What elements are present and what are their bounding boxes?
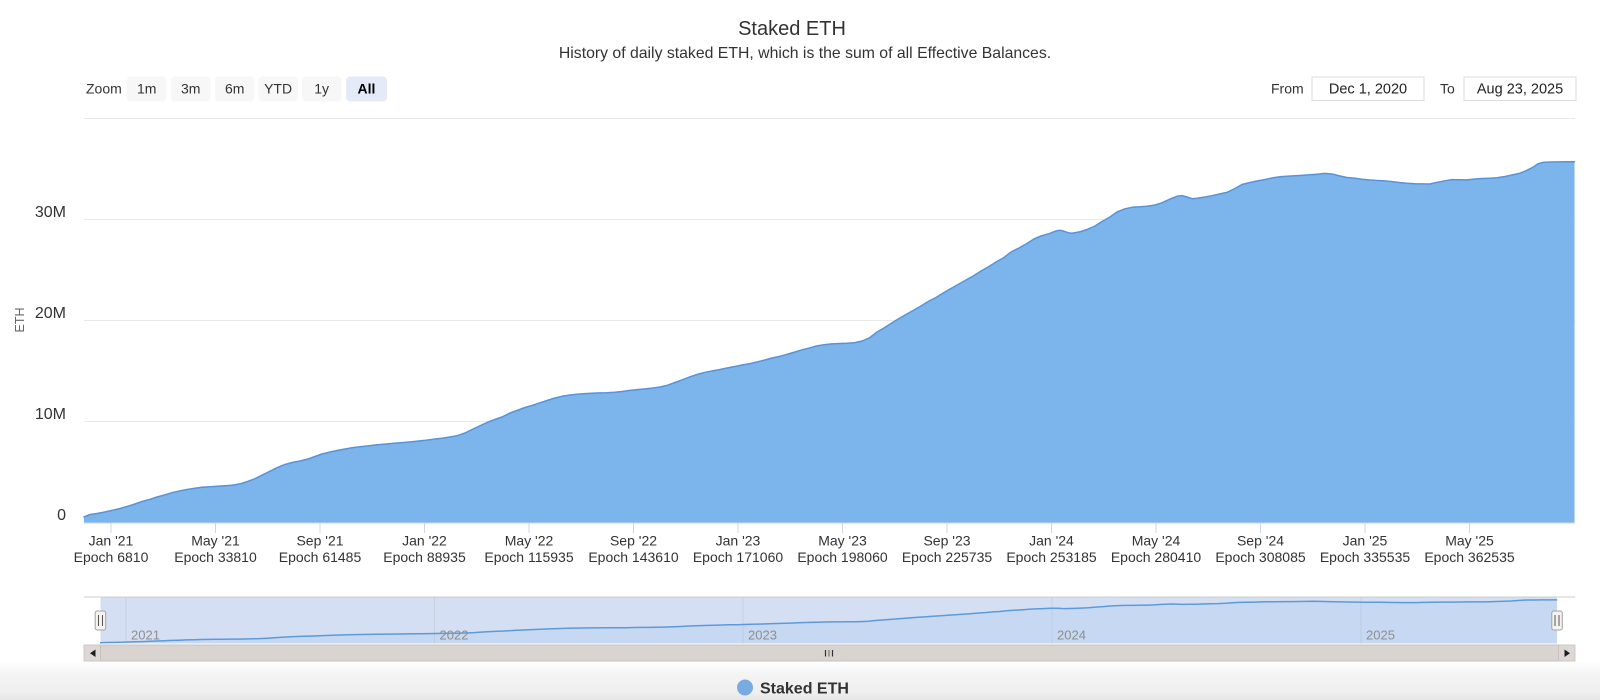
svg-text:Staked ETH: Staked ETH [738,18,846,40]
svg-text:Sep '23: Sep '23 [923,533,970,549]
svg-text:10M: 10M [35,406,66,423]
svg-text:To: To [1440,81,1455,97]
svg-text:Aug 23, 2025: Aug 23, 2025 [1477,82,1563,98]
svg-text:2025: 2025 [1366,628,1395,643]
svg-text:May '23: May '23 [818,533,867,549]
svg-text:Epoch 253185: Epoch 253185 [1006,549,1097,565]
svg-text:History of daily staked ETH, w: History of daily staked ETH, which is th… [559,45,1051,62]
svg-text:Epoch 308085: Epoch 308085 [1215,549,1306,565]
svg-text:May '25: May '25 [1445,533,1494,549]
svg-text:ETH: ETH [13,308,27,333]
svg-text:3m: 3m [181,81,200,97]
svg-text:Epoch 88935: Epoch 88935 [383,549,466,565]
svg-text:2023: 2023 [748,628,777,643]
svg-text:30M: 30M [35,204,66,221]
svg-text:Jan '24: Jan '24 [1029,533,1074,549]
svg-text:Jan '21: Jan '21 [89,533,134,549]
svg-text:May '24: May '24 [1132,533,1181,549]
svg-text:Sep '22: Sep '22 [610,533,657,549]
svg-text:2022: 2022 [440,628,469,643]
svg-text:Epoch 115935: Epoch 115935 [484,549,573,565]
svg-text:Epoch 198060: Epoch 198060 [797,549,888,565]
svg-text:Epoch 171060: Epoch 171060 [693,549,784,565]
svg-text:Jan '23: Jan '23 [716,533,761,549]
svg-text:1m: 1m [137,81,156,97]
svg-text:Jan '22: Jan '22 [402,533,447,549]
svg-text:Epoch 362535: Epoch 362535 [1424,549,1515,565]
svg-text:Dec 1, 2020: Dec 1, 2020 [1329,82,1407,98]
svg-text:2021: 2021 [131,628,160,643]
svg-text:Epoch 6810: Epoch 6810 [74,549,149,565]
svg-text:Jan '25: Jan '25 [1343,533,1388,549]
svg-text:Epoch 61485: Epoch 61485 [279,549,362,565]
svg-text:Zoom: Zoom [86,81,122,97]
svg-text:6m: 6m [225,81,244,97]
svg-text:Epoch 335535: Epoch 335535 [1320,549,1411,565]
svg-text:Epoch 225735: Epoch 225735 [902,549,993,565]
svg-text:2024: 2024 [1057,628,1086,643]
svg-text:Epoch 280410: Epoch 280410 [1111,549,1202,565]
svg-text:All: All [358,81,376,97]
svg-text:Staked ETH: Staked ETH [760,680,849,697]
svg-text:0: 0 [57,507,66,524]
svg-text:From: From [1271,81,1304,97]
svg-text:20M: 20M [35,305,66,322]
svg-text:May '21: May '21 [191,533,240,549]
svg-text:Epoch 33810: Epoch 33810 [174,549,257,565]
svg-text:Epoch 143610: Epoch 143610 [588,549,679,565]
svg-text:YTD: YTD [264,81,292,97]
svg-text:1y: 1y [314,81,329,97]
svg-text:May '22: May '22 [505,533,554,549]
svg-text:Sep '21: Sep '21 [296,533,343,549]
svg-text:Sep '24: Sep '24 [1237,533,1284,549]
